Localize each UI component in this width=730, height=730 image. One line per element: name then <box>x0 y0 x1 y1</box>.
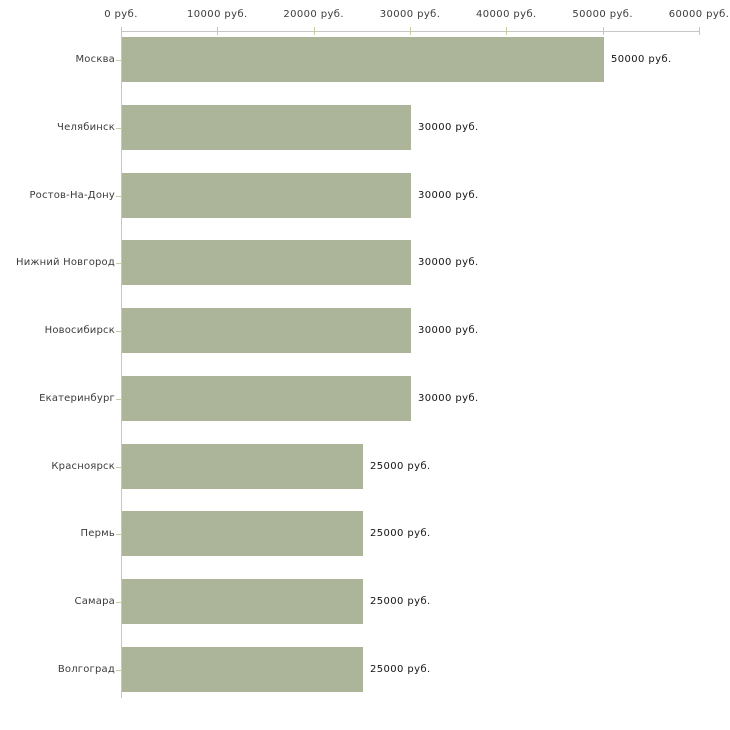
category-label: Челябинск <box>57 121 115 133</box>
category-label: Екатеринбург <box>39 392 115 404</box>
x-axis-tick-mark <box>121 27 122 35</box>
category-tick-mark <box>116 467 121 468</box>
category-label: Нижний Новгород <box>15 256 115 268</box>
category-label: Самара <box>74 595 115 607</box>
category-tick-mark <box>116 196 121 197</box>
value-label: 30000 руб. <box>418 189 479 201</box>
category-tick-mark <box>116 670 121 671</box>
category-tick-mark <box>116 602 121 603</box>
category-label: Новосибирск <box>44 324 115 336</box>
bar <box>122 647 363 692</box>
category-tick-mark <box>116 534 121 535</box>
value-label: 30000 руб. <box>418 392 479 404</box>
bar <box>122 376 411 421</box>
category-tick-mark <box>116 263 121 264</box>
x-axis-tick-label: 10000 руб. <box>187 9 248 20</box>
value-label: 25000 руб. <box>370 460 431 472</box>
y-axis-line <box>121 31 122 698</box>
x-axis-tick-mark <box>602 27 604 35</box>
value-label: 30000 руб. <box>418 121 479 133</box>
bar <box>122 579 363 624</box>
category-tick-mark <box>116 60 121 61</box>
category-label: Ростов-На-Дону <box>29 189 115 201</box>
bar <box>122 37 604 82</box>
x-axis-tick-label: 0 руб. <box>104 9 138 20</box>
value-label: 25000 руб. <box>370 663 431 675</box>
bar <box>122 105 411 150</box>
category-label: Волгоград <box>57 663 115 675</box>
value-label: 50000 руб. <box>611 53 672 65</box>
x-axis-tick-label: 40000 руб. <box>476 9 537 20</box>
x-axis-tick-label: 30000 руб. <box>379 9 441 20</box>
x-axis-tick-label: 50000 руб. <box>572 9 633 20</box>
value-label: 25000 руб. <box>370 595 431 607</box>
bar <box>122 173 411 218</box>
category-label: Москва <box>75 53 115 65</box>
category-tick-mark <box>116 128 121 129</box>
value-label: 25000 руб. <box>370 527 431 539</box>
x-axis-tick-mark <box>313 27 315 35</box>
value-label: 30000 руб. <box>418 256 479 268</box>
x-axis-tick-mark <box>699 27 700 35</box>
x-axis-tick-mark <box>506 27 508 35</box>
category-tick-mark <box>116 399 121 400</box>
category-tick-mark <box>116 331 121 332</box>
category-label: Красноярск <box>51 460 115 472</box>
bar <box>122 308 411 353</box>
bar <box>122 444 363 489</box>
x-axis-tick-mark <box>410 27 411 35</box>
value-label: 30000 руб. <box>418 324 479 336</box>
bar <box>122 240 411 285</box>
x-axis-tick-label: 60000 руб. <box>668 9 730 20</box>
x-axis-tick-mark <box>217 27 219 35</box>
bar <box>122 511 363 556</box>
x-axis-tick-label: 20000 руб. <box>283 9 344 20</box>
category-label: Пермь <box>80 527 115 539</box>
